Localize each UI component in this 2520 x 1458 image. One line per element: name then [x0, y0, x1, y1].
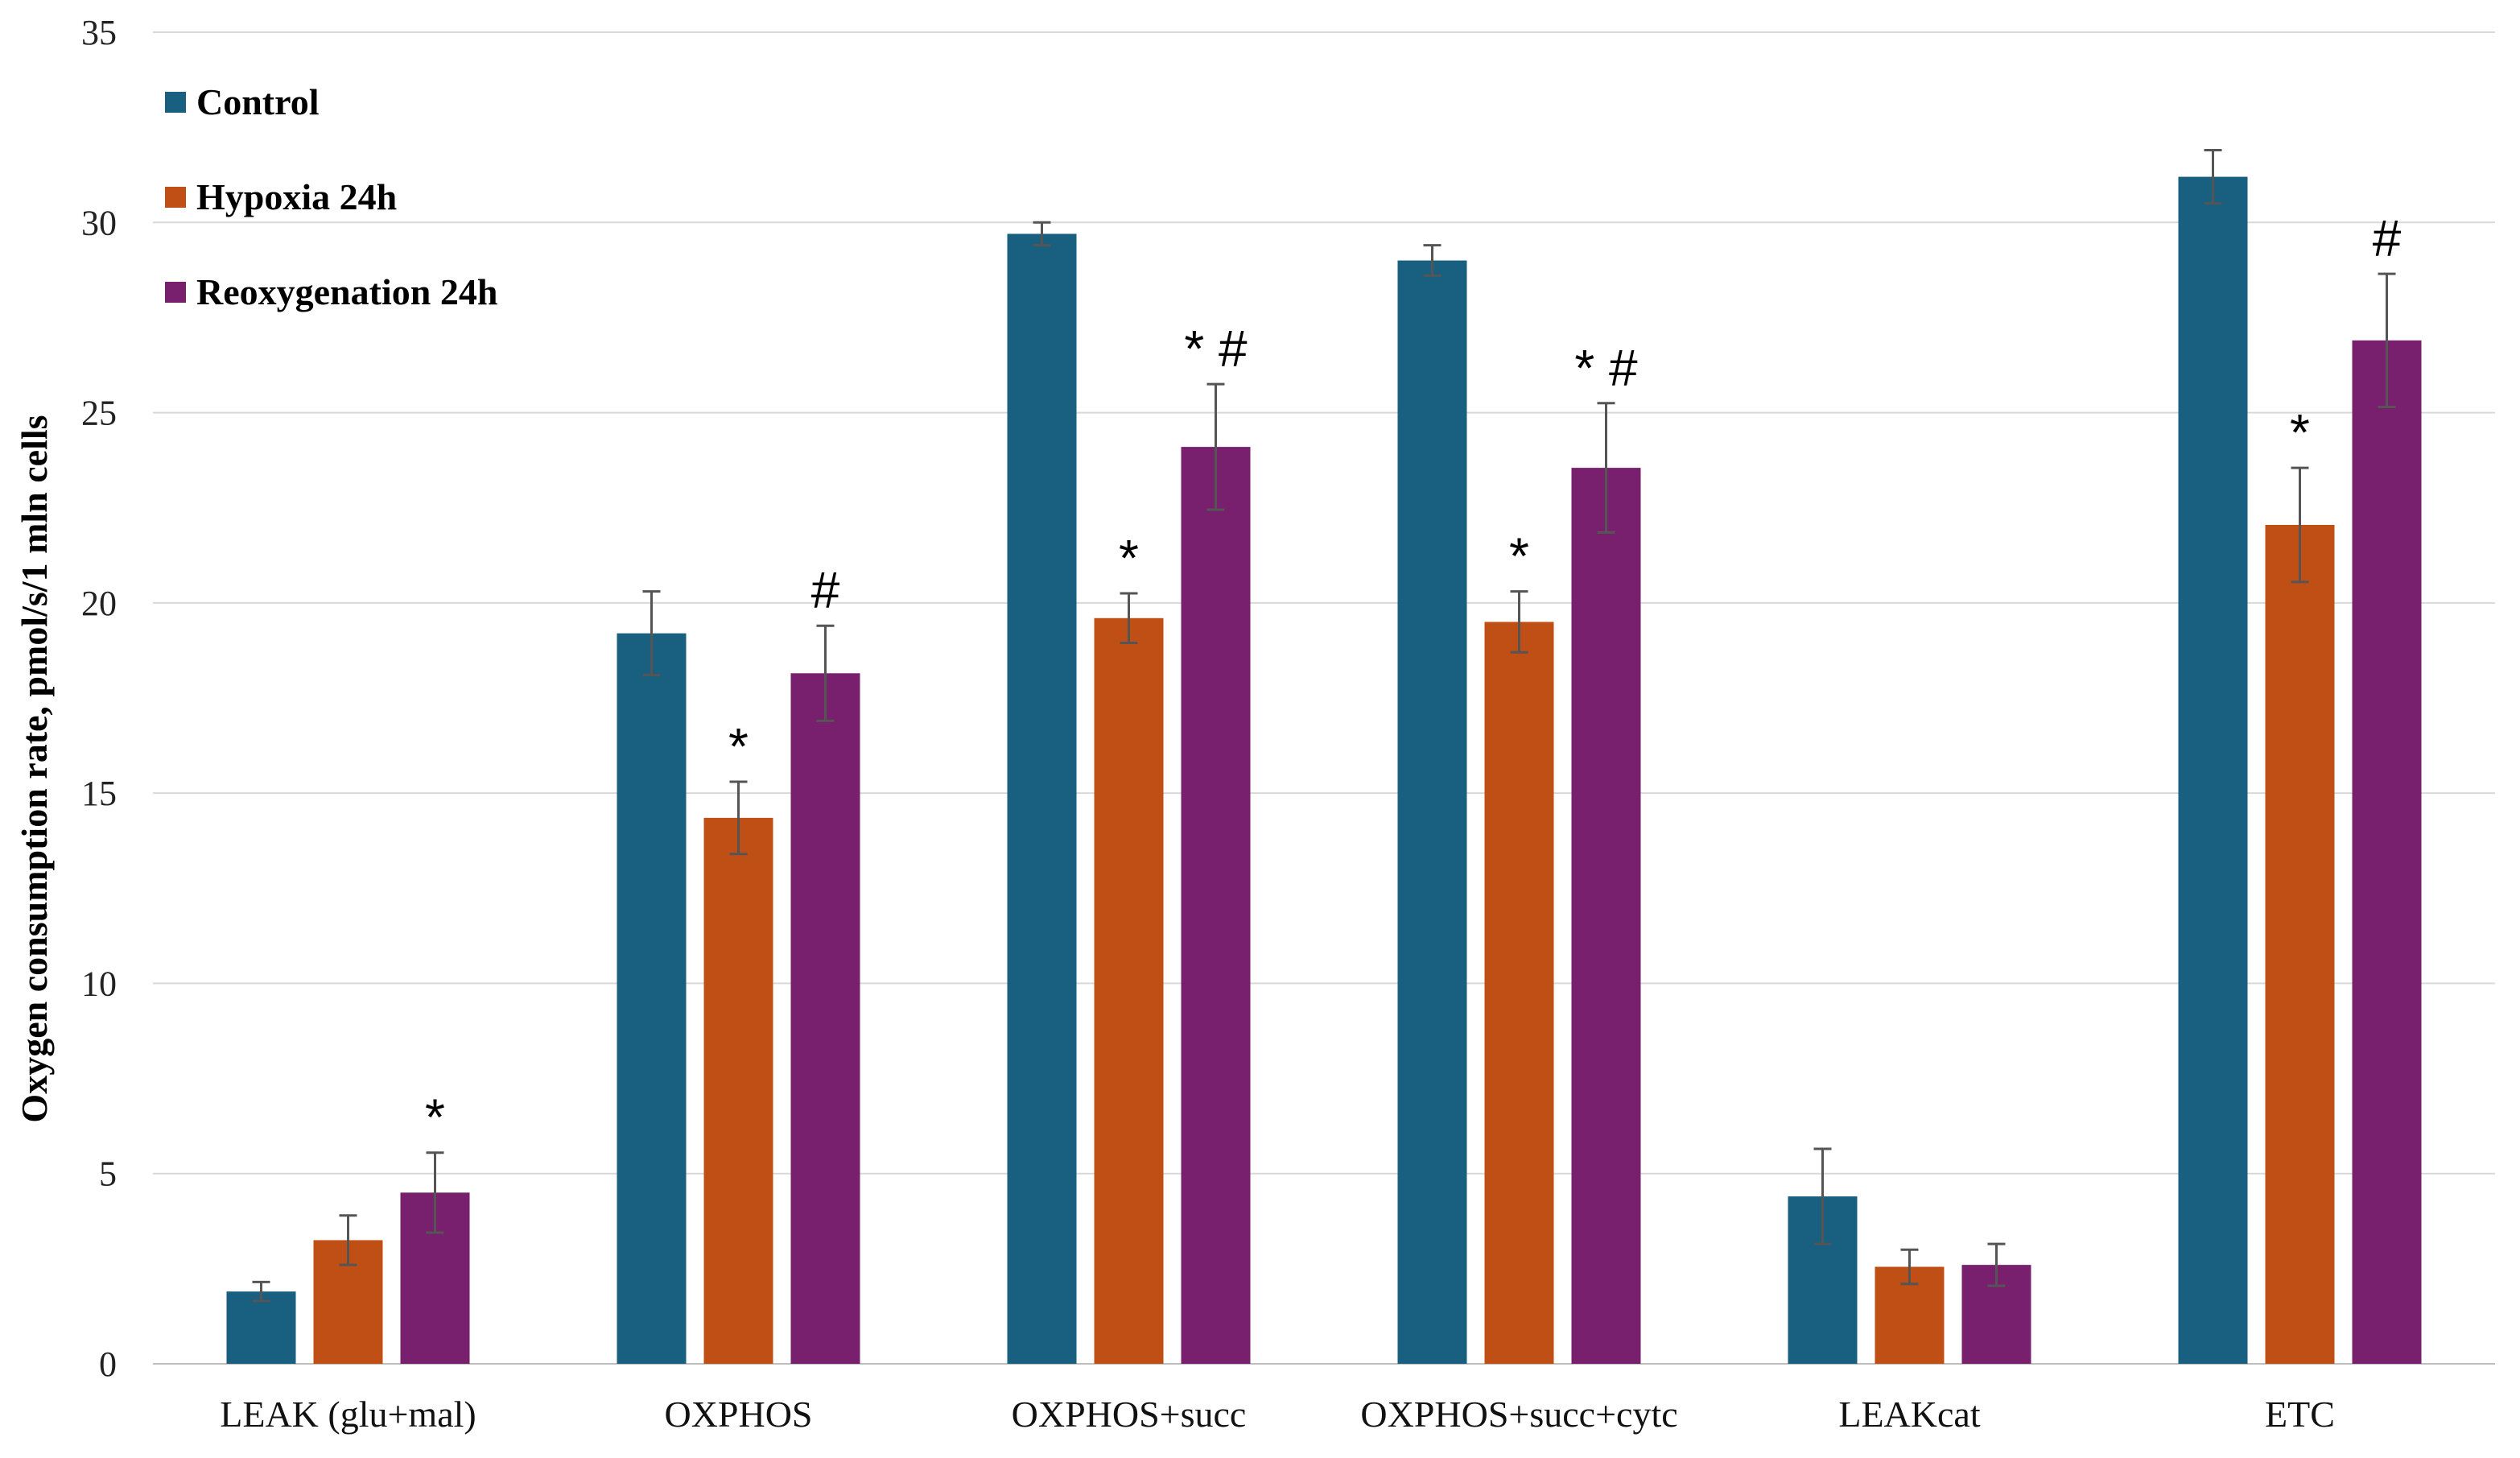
bar-reoxygenation-24h — [1571, 468, 1641, 1365]
y-tick-label: 15 — [81, 774, 117, 813]
significance-marker: # — [2373, 209, 2402, 267]
x-tick-label: OXPHOS+succ — [1012, 1394, 1247, 1435]
bar-hypoxia-24h — [2265, 524, 2335, 1364]
y-axis-ticks: 0 5 10 15 20 25 30 35 — [81, 13, 117, 1384]
x-tick-label: OXPHOS+succ+cytc — [1360, 1394, 1677, 1435]
x-tick-label: OXPHOS — [664, 1394, 812, 1435]
bar-hypoxia-24h — [1484, 622, 1554, 1364]
bar-control — [2178, 176, 2248, 1364]
bar-control — [1397, 260, 1467, 1364]
legend-swatch — [165, 187, 186, 208]
y-axis-label: Oxygen consumption rate, pmol/s/1 mln ce… — [14, 415, 55, 1122]
bar-reoxygenation-24h — [790, 673, 860, 1364]
legend: Control Hypoxia 24h Reoxygenation 24h — [165, 81, 497, 312]
legend-swatch — [165, 92, 186, 113]
significance-marker: * # — [1184, 320, 1248, 378]
y-tick-label: 35 — [81, 13, 117, 52]
x-tick-label: ETC — [2265, 1394, 2335, 1435]
legend-label: Reoxygenation 24h — [196, 271, 497, 312]
y-tick-label: 5 — [99, 1154, 117, 1194]
bar-hypoxia-24h — [1094, 617, 1164, 1364]
legend-swatch — [165, 282, 186, 303]
bar-reoxygenation-24h — [2352, 340, 2422, 1365]
significance-marker: * — [1509, 527, 1529, 585]
bar-hypoxia-24h — [703, 817, 773, 1364]
significance-marker: * — [425, 1088, 445, 1146]
bar-control — [226, 1291, 296, 1364]
bar-control — [617, 633, 687, 1364]
x-tick-label: LEAK (glu+mal) — [220, 1394, 476, 1435]
y-tick-label: 25 — [81, 394, 117, 433]
y-tick-label: 0 — [99, 1344, 117, 1384]
significance-marker: * — [2290, 403, 2310, 461]
bar-reoxygenation-24h — [1181, 447, 1251, 1365]
legend-label: Control — [196, 81, 320, 122]
significance-marker: * — [1119, 529, 1139, 587]
significance-marker: * # — [1574, 339, 1638, 397]
bar-control — [1007, 233, 1077, 1364]
significance-marker: * — [728, 717, 749, 775]
gridlines — [153, 31, 2495, 1365]
y-tick-label: 10 — [81, 964, 117, 1003]
y-tick-label: 30 — [81, 203, 117, 242]
x-tick-label: LEAKcat — [1838, 1394, 1980, 1435]
x-axis-categories: LEAK (glu+mal) OXPHOS OXPHOS+succ OXPHOS+su… — [220, 1394, 2335, 1435]
y-tick-label: 20 — [81, 584, 117, 623]
legend-label: Hypoxia 24h — [196, 176, 397, 217]
bars — [226, 176, 2422, 1365]
significance-markers: * * # * * # * * # * # — [425, 209, 2402, 1146]
error-bars — [252, 148, 2396, 1303]
significance-marker: # — [811, 561, 840, 619]
